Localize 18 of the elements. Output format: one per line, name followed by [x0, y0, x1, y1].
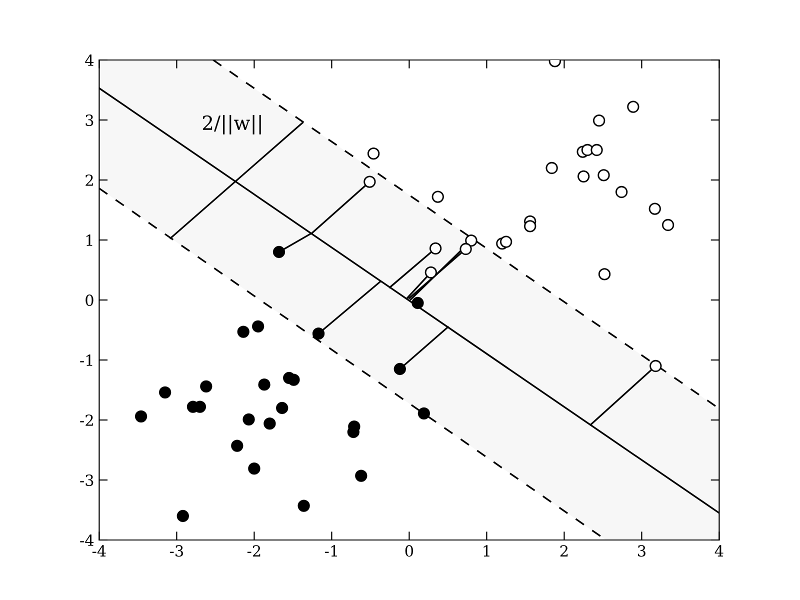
y-tick-label: -3: [80, 474, 94, 486]
x-tick-label: 3: [638, 545, 646, 557]
x-tick-label: 2: [560, 545, 568, 556]
annotation: 2/||w||: [202, 114, 261, 134]
x-tick-label: 0: [405, 545, 414, 557]
y-tick-label: 4: [85, 54, 94, 66]
x-tick-label: -2: [247, 545, 260, 556]
x-tick-label: 1: [484, 545, 490, 556]
y-tick-label: 3: [86, 114, 94, 126]
y-tick-label: -1: [80, 354, 92, 366]
y-tick-label: 0: [86, 294, 94, 306]
y-tick-label: -4: [80, 534, 94, 546]
y-tick-label: 2: [86, 174, 93, 186]
x-tick-label: 4: [714, 545, 724, 556]
x-tick-label: -3: [170, 545, 184, 557]
y-tick-label: 1: [86, 234, 92, 246]
x-tick-label: -1: [324, 545, 337, 556]
y-tick-label: -2: [80, 414, 93, 426]
